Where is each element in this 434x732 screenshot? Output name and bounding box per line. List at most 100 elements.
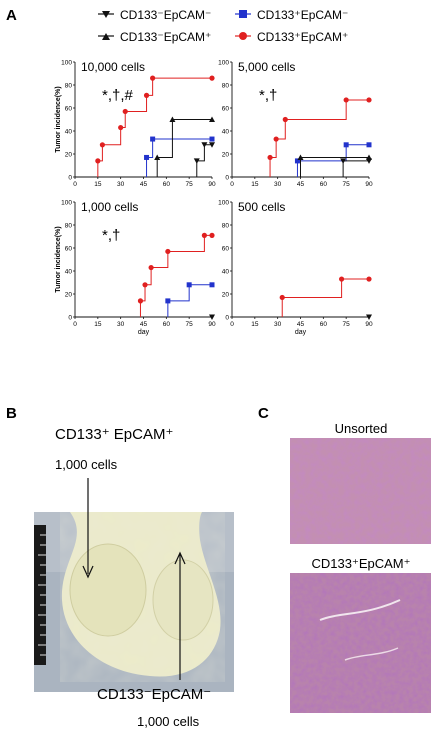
data-point-2 [118, 124, 124, 131]
x-tick-label: 15 [94, 321, 102, 328]
data-point-4 [366, 97, 372, 103]
y-tick-label: 20 [65, 291, 73, 298]
survival-charts: 0 20 40 60 80 100 0 15 30 45 60 75 90 Tumor incidence… [55, 59, 373, 336]
y-tick-label: 80 [222, 222, 230, 229]
data-point-2 [209, 116, 215, 122]
data-point-1 [273, 136, 279, 142]
data-point-0 [340, 158, 347, 164]
data-point-0 [209, 314, 215, 320]
data-point-0 [193, 158, 200, 164]
significance-annotation: *,† [102, 227, 120, 244]
data-point-2 [366, 276, 372, 282]
series-line [196, 144, 212, 177]
x-axis-label: day [138, 329, 150, 336]
data-point-1 [142, 282, 148, 288]
y-tick-label: 20 [222, 291, 230, 298]
series-neg_neg [209, 314, 215, 320]
y-tick-label: 100 [218, 59, 229, 66]
x-tick-label: 45 [297, 321, 305, 328]
tumor-left [69, 543, 147, 637]
x-tick-label: 15 [251, 181, 259, 188]
data-point-0 [144, 154, 150, 160]
arrow-down-icon [82, 478, 94, 579]
arrow-up-icon [174, 551, 186, 680]
x-tick-label: 30 [274, 181, 282, 188]
series-pos_pos [267, 97, 372, 177]
data-point-2 [148, 264, 154, 271]
x-tick-label: 45 [140, 321, 148, 328]
data-point-1 [201, 142, 208, 148]
series-line [97, 77, 212, 177]
series-line [167, 284, 212, 317]
series-neg_neg [193, 142, 215, 177]
y-tick-label: 100 [61, 199, 72, 206]
tumor-right [152, 559, 214, 641]
photo-b-bottom-label: CD133⁻EpCAM⁻ [97, 686, 211, 703]
x-tick-label: 0 [230, 321, 234, 328]
chart-title: 500 cells [238, 200, 285, 214]
y-tick-label: 80 [65, 82, 73, 89]
legend-label-pos-pos: CD133⁺EpCAM⁺ [257, 30, 348, 44]
data-point-1 [169, 116, 176, 122]
x-tick-label: 0 [73, 181, 77, 188]
y-tick-label: 0 [225, 314, 229, 321]
histology-cd133-epcam-pos [290, 573, 431, 713]
data-point-1 [343, 142, 349, 148]
data-point-6 [209, 75, 215, 81]
y-tick-label: 0 [225, 174, 229, 181]
x-tick-label: 90 [365, 321, 373, 328]
series-pos_pos [279, 276, 372, 317]
x-tick-label: 90 [365, 181, 373, 188]
legend-label-neg-pos: CD133⁻EpCAM⁺ [120, 30, 211, 44]
y-tick-label: 40 [65, 128, 73, 135]
triangle-up-icon [102, 33, 110, 40]
y-tick-label: 60 [222, 245, 230, 252]
series-neg_pos [297, 154, 372, 177]
x-tick-label: 0 [230, 181, 234, 188]
y-tick-label: 40 [222, 128, 230, 135]
legend-item-neg-pos: CD133⁻EpCAM⁺ [98, 30, 211, 44]
y-tick-label: 80 [222, 82, 230, 89]
y-tick-label: 60 [65, 245, 73, 252]
data-point-3 [343, 97, 349, 103]
data-point-1 [366, 158, 372, 164]
y-tick-label: 0 [68, 314, 72, 321]
x-tick-label: 60 [320, 181, 328, 188]
data-point-2 [209, 142, 215, 148]
y-tick-label: 40 [222, 268, 230, 275]
series-line [342, 160, 369, 177]
legend-item-pos-neg: CD133⁺EpCAM⁻ [235, 8, 348, 22]
data-point-0 [137, 298, 144, 304]
x-tick-label: 60 [163, 181, 171, 188]
x-tick-label: 30 [274, 321, 282, 328]
series-line [156, 119, 212, 177]
y-axis-label: Tumor incidence(%) [55, 86, 62, 152]
chart-1: 0 20 40 60 80 100 0 15 30 45 60 75 90 5,000 cells *,† [218, 59, 373, 188]
chart-title: 5,000 cells [238, 60, 295, 74]
data-point-4 [201, 232, 207, 238]
series-neg_neg [340, 158, 372, 177]
legend: CD133⁻EpCAM⁻ CD133⁺EpCAM⁻ CD133⁻EpCAM⁺ C… [98, 8, 348, 44]
y-tick-label: 100 [61, 59, 72, 66]
data-point-3 [122, 108, 128, 115]
mouse-photo [34, 512, 234, 692]
x-tick-label: 30 [117, 181, 125, 188]
series-line [300, 156, 369, 177]
data-point-0 [267, 154, 273, 161]
x-tick-label: 75 [343, 321, 351, 328]
y-tick-label: 20 [222, 151, 230, 158]
data-point-2 [282, 116, 288, 123]
significance-annotation: *,†,# [102, 87, 134, 104]
legend-label-pos-neg: CD133⁺EpCAM⁻ [257, 8, 348, 22]
x-tick-label: 0 [73, 321, 77, 328]
y-tick-label: 80 [65, 222, 73, 229]
series-pos_neg [294, 142, 372, 177]
series-line [269, 99, 369, 177]
chart-title: 1,000 cells [81, 200, 138, 214]
x-tick-label: 45 [297, 181, 305, 188]
data-point-5 [150, 75, 156, 81]
legend-label-neg-neg: CD133⁻EpCAM⁻ [120, 8, 211, 22]
chart-0: 0 20 40 60 80 100 0 15 30 45 60 75 90 Tumor incidence… [55, 59, 216, 188]
data-point-1 [99, 142, 105, 148]
series-line [281, 278, 369, 317]
